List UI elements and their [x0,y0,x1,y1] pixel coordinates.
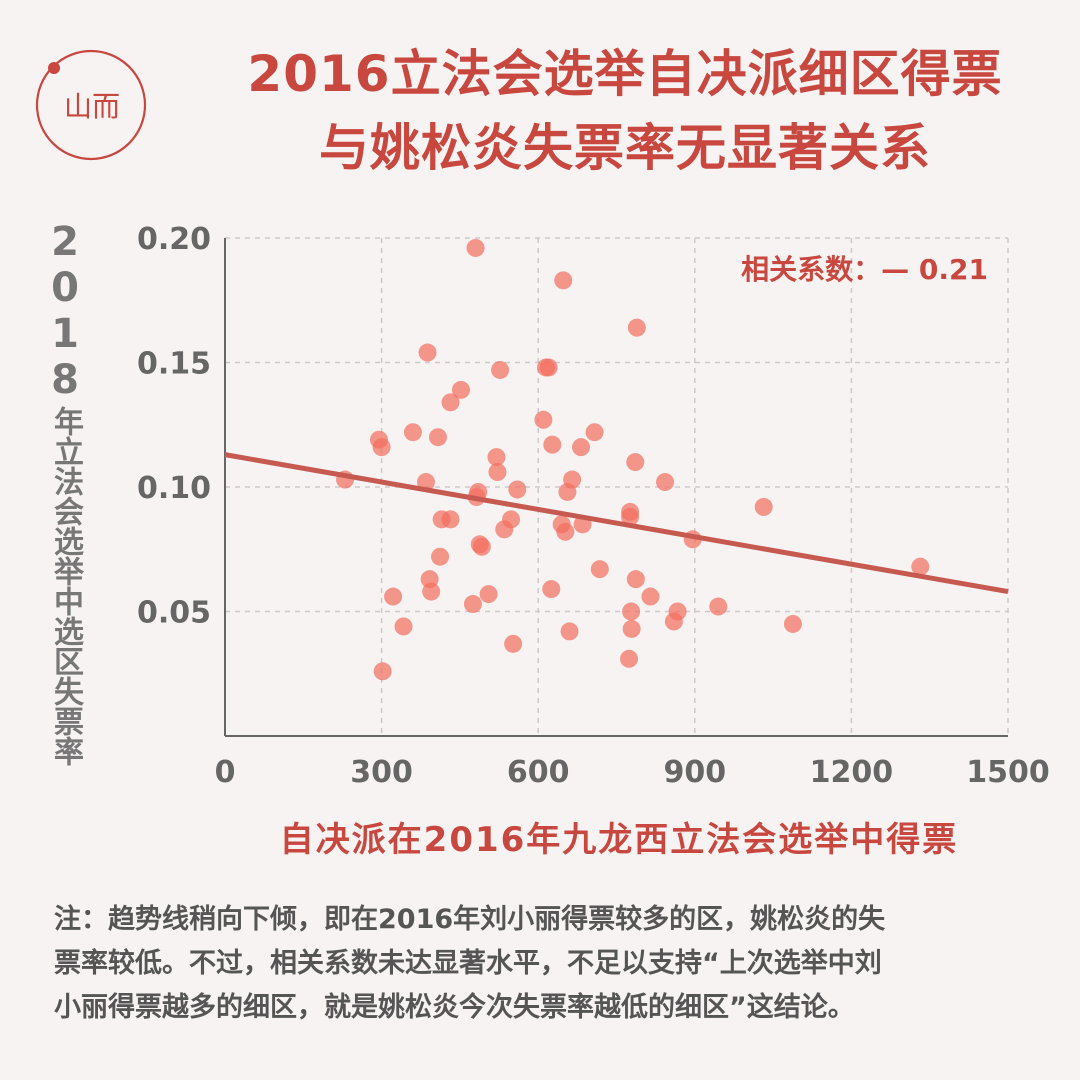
data-point [621,507,640,526]
data-point [585,423,604,442]
data-point [543,435,562,454]
page-title-line-1: 2016立法会选举自决派细区得票 [247,45,1003,103]
data-point [373,662,392,681]
x-tick-label: 1500 [966,755,1050,790]
x-tick-label: 0 [215,755,236,790]
footnote-line: 票率较低。不过，相关系数未达显著水平，不足以支持“上次选举中刘 [54,948,882,979]
data-point [451,380,470,399]
x-axis-label: 自决派在2016年九龙西立法会选举中得票 [279,820,959,860]
footnote: 注：趋势线稍向下倾，即在2016年刘小丽得票较多的区，姚松炎的失 票率较低。不过… [54,898,1034,1030]
logo-text: 山而 [64,90,120,123]
data-point [463,595,482,614]
data-point [754,497,773,516]
data-point [384,587,403,606]
data-point [539,358,558,377]
page-title-line-2: 与姚松炎失票率无显著关系 [319,119,931,177]
data-point [487,448,506,467]
data-point [554,271,573,290]
data-point [622,602,641,621]
trend-line [224,452,1009,595]
data-point [783,614,802,633]
tick-labels: 0 300 600 900 1200 1500 0.05 0.10 0.15 0.20 [137,222,1050,790]
x-tick-label: 300 [350,755,413,790]
data-point [479,585,498,604]
y-axis-label-text: 年立法会选举中选区失票率 [48,406,83,766]
data-point [563,470,582,489]
data-point [441,510,460,529]
data-point [668,602,687,621]
data-point [466,238,485,257]
logo: 山而 [35,49,147,161]
y-tick-label: 0.15 [137,347,211,382]
data-point [626,453,645,472]
correlation-label: 相关系数：— 0.21 [741,253,988,286]
y-tick-label: 0.20 [137,222,211,257]
grid-lines [225,237,1009,736]
y-axis-label-digit: 0 [51,265,79,311]
data-point [372,438,391,457]
data-point [403,423,422,442]
data-point [620,649,639,668]
data-point [431,547,450,566]
data-point [428,428,447,447]
data-point [508,480,527,499]
data-point [472,537,491,556]
axes [224,238,1008,737]
data-point [488,463,507,482]
data-point [556,522,575,541]
y-tick-label: 0.05 [137,596,211,631]
data-point [627,318,646,337]
data-point [422,582,441,601]
data-point [504,634,523,653]
data-point [394,617,413,636]
data-point [491,360,510,379]
y-axis-label-digit: 2 [51,219,79,265]
footnote-line: 注：趋势线稍向下倾，即在2016年刘小丽得票较多的区，姚松炎的失 [54,904,886,935]
data-point [441,393,460,412]
data-point [709,597,728,616]
data-point [534,410,553,429]
y-axis-label-year: 2 0 1 8 [42,222,88,406]
x-tick-label: 900 [663,755,726,790]
data-point [542,580,561,599]
data-point [418,343,437,362]
data-point [560,622,579,641]
footnote-line: 小丽得票越多的细区，就是姚松炎今次失票率越低的细区”这结论。 [54,992,855,1023]
data-points [336,238,930,681]
data-point [626,570,645,589]
y-axis-label-digit: 8 [51,357,79,403]
y-axis-label: 2 0 1 8 年立法会选举中选区失票率 [42,222,88,766]
data-point [641,587,660,606]
trend-line-group [224,452,1009,595]
data-point [622,619,641,638]
y-tick-label: 0.10 [137,471,211,506]
data-point [911,557,930,576]
x-tick-label: 600 [507,755,570,790]
y-axis-label-digit: 1 [51,311,79,357]
data-point [590,560,609,579]
x-tick-label: 1200 [810,755,894,790]
data-point [572,438,591,457]
data-point [502,510,521,529]
data-point [656,473,675,492]
